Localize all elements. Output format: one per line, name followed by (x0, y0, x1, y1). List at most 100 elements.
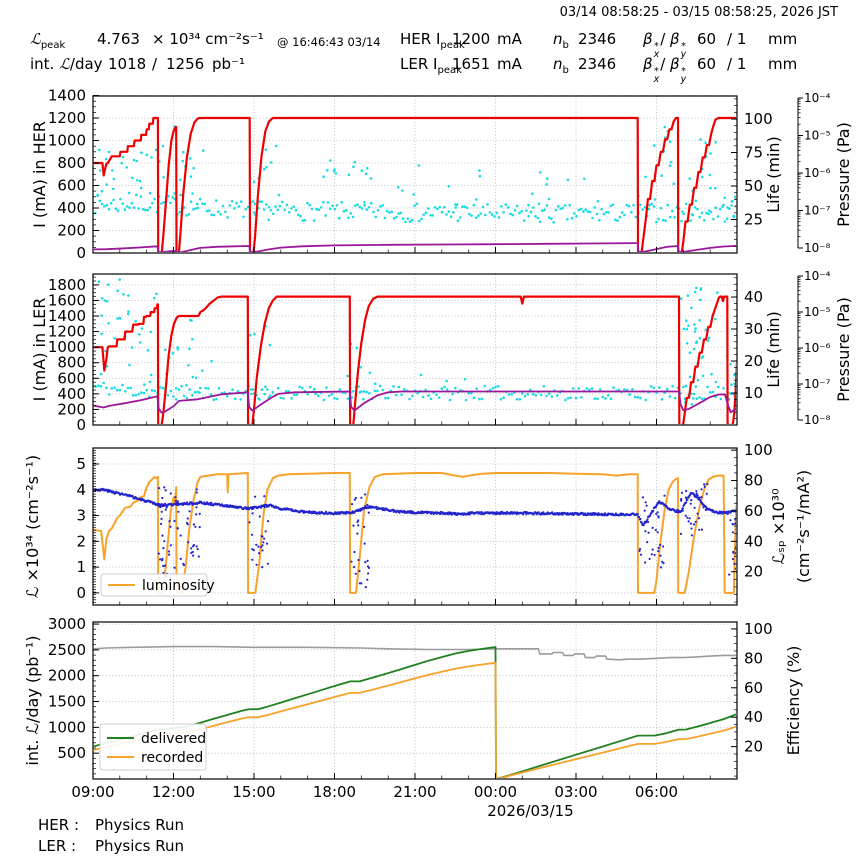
svg-text:ℒ ×10³⁴ (cm⁻²s⁻¹): ℒ ×10³⁴ (cm⁻²s⁻¹) (23, 455, 42, 598)
ler-betax-value: 60 (697, 55, 717, 73)
svg-text:1: 1 (76, 558, 86, 576)
plot-luminosity: 0 1 2 3 4 5 20 40 60 80 100 ℒ ×10³⁴ (cm⁻²s⁻¹) ℒₛₚ ×1… (23, 441, 813, 606)
svg-text:luminosity: luminosity (142, 578, 215, 594)
series-ler-pressure (94, 390, 736, 414)
int-lumi-separator: / (152, 55, 158, 73)
svg-text:10⁻⁷: 10⁻⁷ (804, 377, 831, 391)
svg-text:2026/03/15: 2026/03/15 (487, 802, 573, 820)
her-betax-value: 60 (697, 30, 717, 48)
svg-text:Life (min): Life (min) (764, 311, 783, 388)
svg-text:0: 0 (76, 584, 86, 602)
series-specific-luminosity (94, 483, 736, 589)
svg-text:30: 30 (744, 320, 763, 338)
svg-text:0: 0 (76, 244, 86, 262)
svg-text:recorded: recorded (141, 750, 203, 766)
series-her-beam-current (94, 116, 736, 252)
svg-text:10⁻⁶: 10⁻⁶ (804, 341, 831, 355)
her-status-value: Physics Run (95, 816, 185, 834)
peak-lumi-value: 4.763 (97, 30, 140, 48)
svg-text:60: 60 (744, 502, 763, 520)
svg-text:4: 4 (76, 481, 86, 499)
ler-beta-label: β * x / β * y (643, 55, 687, 85)
svg-text:03:00: 03:00 (554, 783, 597, 801)
ler-ipeak-value: 1651 (452, 55, 491, 73)
svg-text:60: 60 (744, 679, 763, 697)
svg-text:10⁻⁶: 10⁻⁶ (804, 166, 831, 180)
svg-text:80: 80 (744, 472, 763, 490)
svg-text:20: 20 (744, 352, 763, 370)
svg-text:100: 100 (744, 110, 773, 128)
svg-text:400: 400 (57, 385, 86, 403)
int-lumi-label: int. ℒ/day (30, 55, 103, 73)
peak-lumi-label: ℒpeak (30, 30, 66, 51)
svg-text:3: 3 (76, 507, 86, 525)
svg-text:200: 200 (57, 400, 86, 418)
svg-text:20: 20 (744, 738, 763, 756)
her-status-row: HER : Physics Run (38, 816, 184, 834)
her-status-label: HER : (38, 816, 80, 834)
ler-beta-unit: mm (768, 55, 798, 73)
ler-status-value: Physics Run (95, 837, 185, 855)
series-ler-beam-current (94, 295, 736, 424)
svg-text:40: 40 (744, 708, 763, 726)
svg-text:10⁻⁵: 10⁻⁵ (804, 305, 831, 319)
her-ipeak-unit: mA (497, 30, 522, 48)
svg-text:10⁻⁸: 10⁻⁸ (804, 241, 831, 255)
peak-lumi-unit: × 10³⁴ cm⁻²s⁻¹ (152, 30, 264, 48)
svg-text:10: 10 (744, 384, 763, 402)
her-betay-value: / 1 (727, 30, 747, 48)
svg-text:5: 5 (76, 455, 86, 473)
series-luminosity (94, 472, 736, 594)
svg-text:75: 75 (744, 144, 763, 162)
svg-text:40: 40 (744, 288, 763, 306)
svg-text:10⁻⁷: 10⁻⁷ (804, 204, 831, 218)
series-her-pressure (94, 242, 736, 252)
svg-text:1800: 1800 (48, 276, 86, 294)
svg-text:800: 800 (57, 354, 86, 372)
her-nb-value: 2346 (578, 30, 617, 48)
svg-text:40: 40 (744, 532, 763, 550)
int-lumi-goal: 1256 (166, 55, 205, 73)
her-beta-unit: mm (768, 30, 798, 48)
svg-text:1000: 1000 (48, 132, 86, 150)
her-params-row: HER Ipeak 1200 mA nb 2346 β * x / β * y 60 / … (400, 30, 850, 59)
ler-status-label: LER : (38, 837, 77, 855)
svg-text:18:00: 18:00 (313, 783, 356, 801)
her-beta-label: β * x / β * y (643, 30, 687, 60)
plot-her-current: 0 200 400 600 800 1000 1200 1400 25 50 75 100 I (mA)… (30, 87, 853, 262)
svg-text:Pressure (Pa): Pressure (Pa) (834, 297, 853, 402)
series-ler-beam-lifetime (94, 278, 736, 406)
ler-nb-label: nb (553, 55, 569, 76)
svg-text:200: 200 (57, 222, 86, 240)
svg-text:Life (min): Life (min) (764, 136, 783, 213)
svg-text:Pressure (Pa): Pressure (Pa) (834, 122, 853, 227)
svg-text:delivered: delivered (141, 731, 206, 747)
time-range: 03/14 08:58:25 - 03/15 08:58:25, 2026 JS… (559, 5, 838, 20)
her-ipeak-value: 1200 (452, 30, 491, 48)
svg-text:2000: 2000 (48, 667, 86, 685)
int-lumi-unit: pb⁻¹ (212, 55, 245, 73)
svg-text:06:00: 06:00 (635, 783, 678, 801)
svg-text:Efficiency (%): Efficiency (%) (784, 646, 803, 756)
svg-text:600: 600 (57, 177, 86, 195)
svg-text:2500: 2500 (48, 641, 86, 659)
svg-text:100: 100 (744, 620, 773, 638)
svg-text:400: 400 (57, 199, 86, 217)
svg-text:600: 600 (57, 369, 86, 387)
her-nb-label: nb (553, 30, 569, 51)
svg-text:ℒₛₚ ×10³⁰: ℒₛₚ ×10³⁰ (769, 488, 788, 564)
ler-status-row: LER : Physics Run (38, 837, 184, 855)
series-her-beam-lifetime (94, 125, 736, 224)
ler-nb-value: 2346 (578, 55, 617, 73)
svg-text:1000: 1000 (48, 718, 86, 736)
svg-text:500: 500 (57, 744, 86, 762)
svg-text:50: 50 (744, 177, 763, 195)
svg-text:100: 100 (744, 441, 773, 459)
svg-text:10⁻⁵: 10⁻⁵ (804, 129, 831, 143)
svg-text:1400: 1400 (48, 307, 86, 325)
series-delivered (94, 646, 736, 778)
